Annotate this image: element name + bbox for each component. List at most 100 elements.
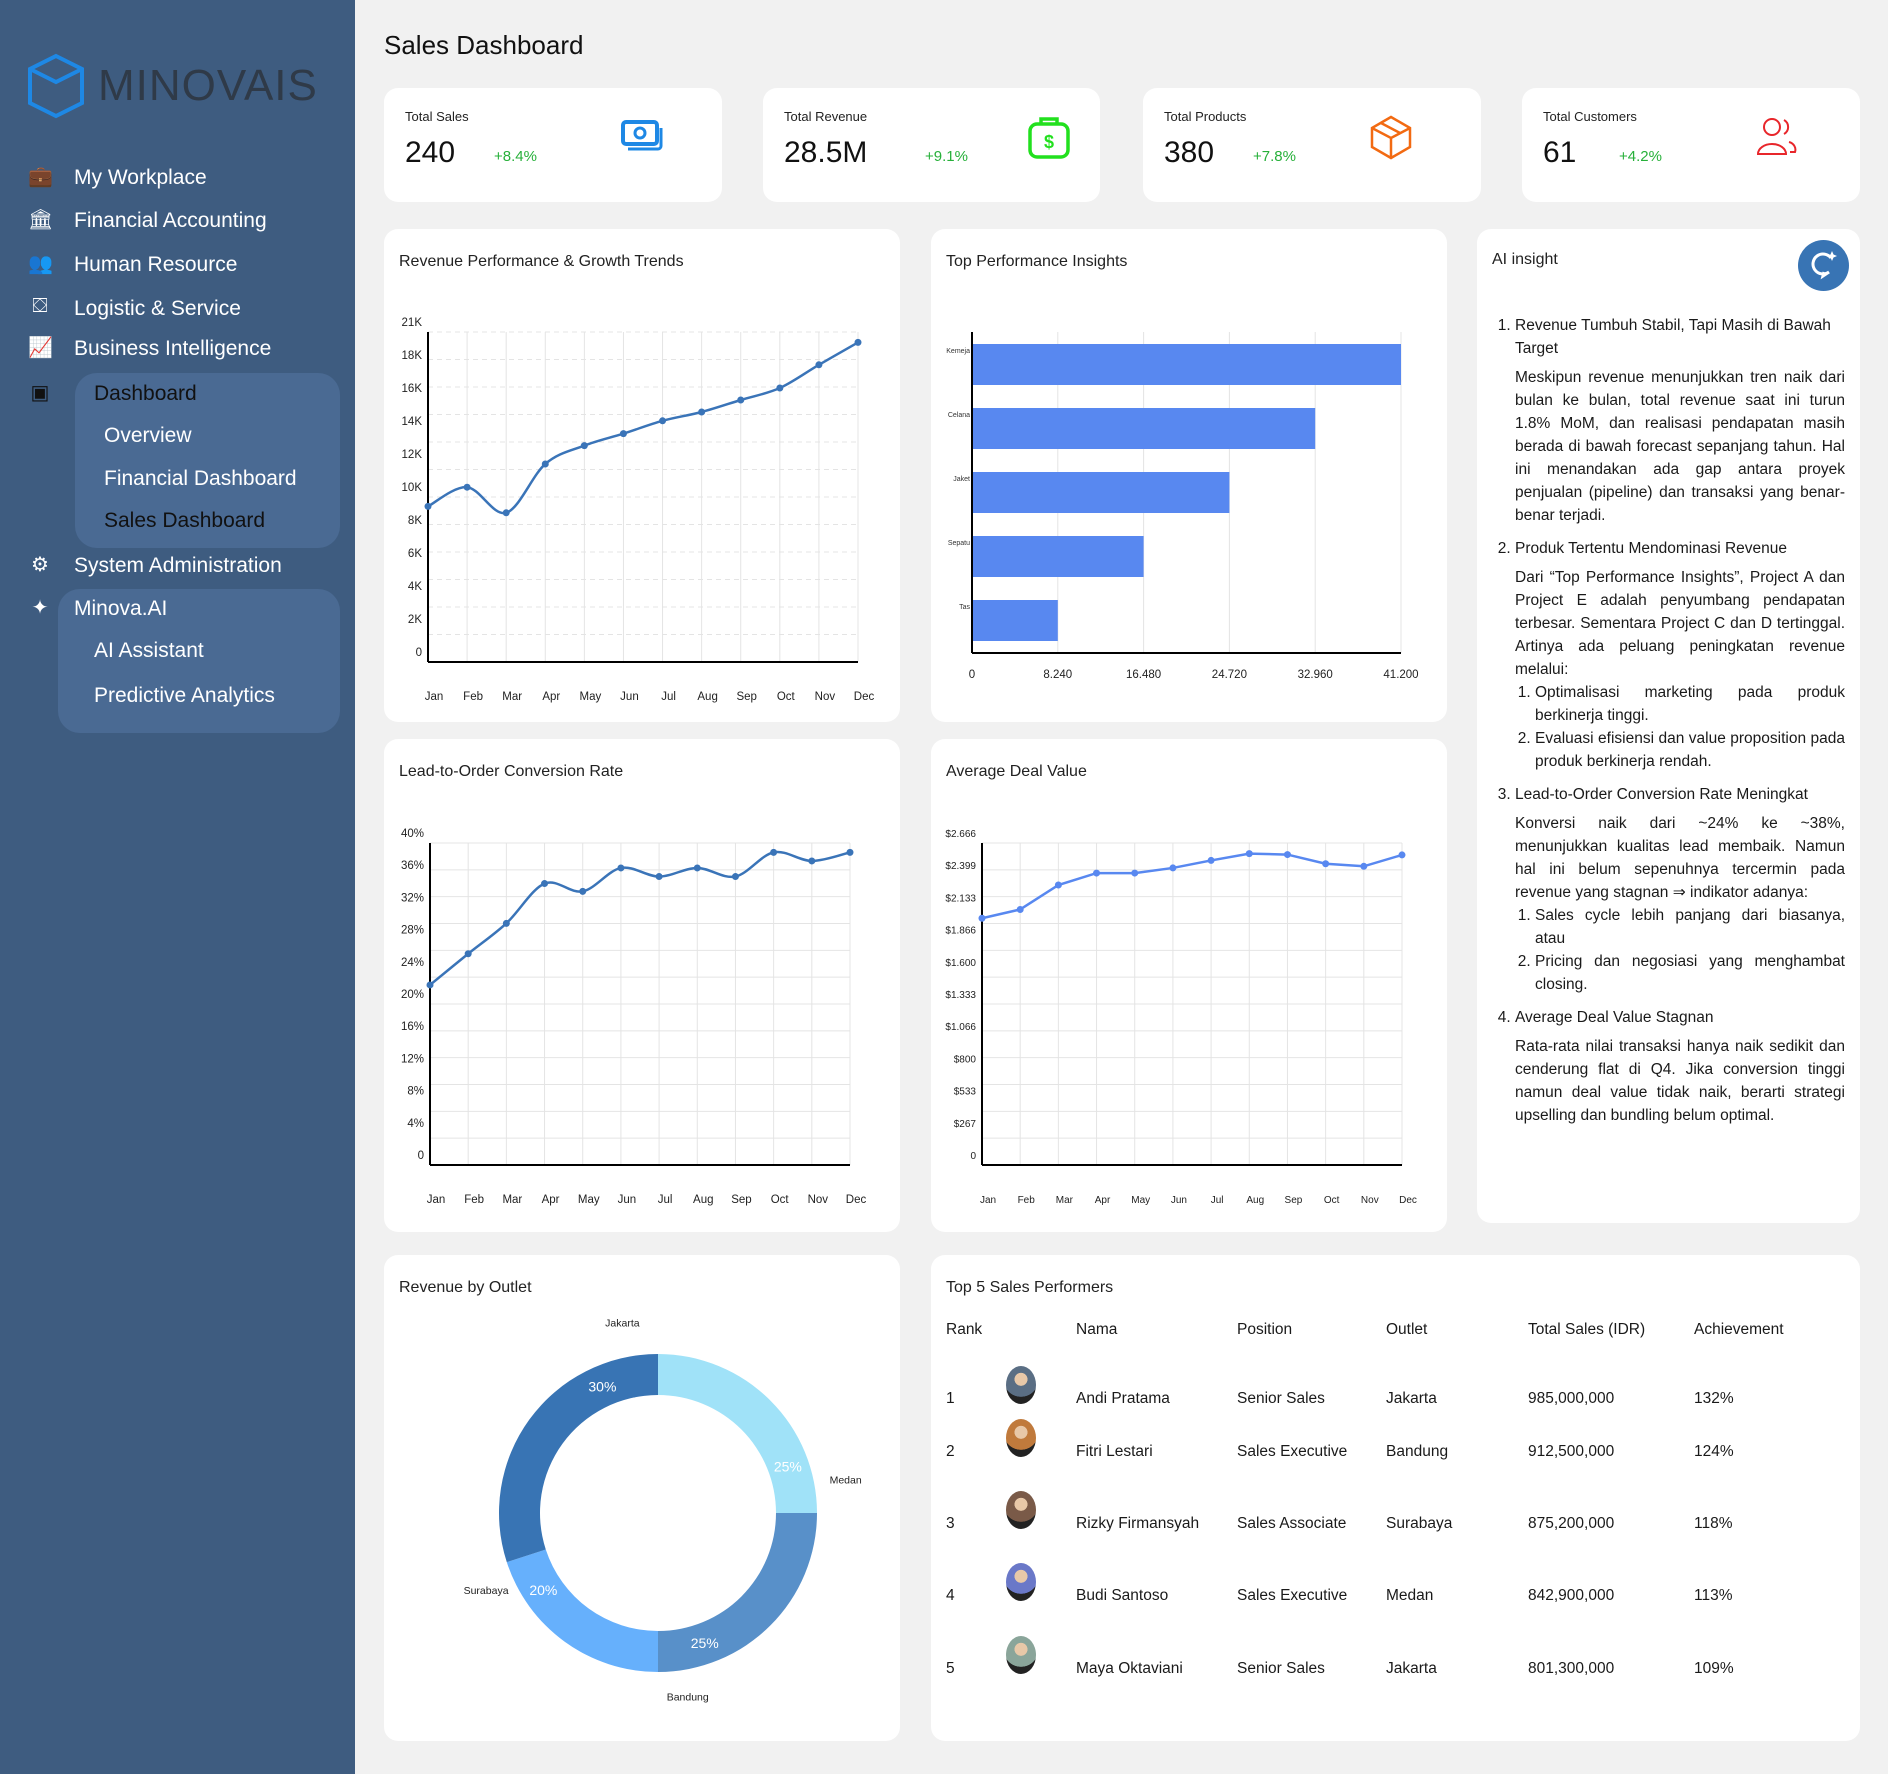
achievement-cell: 118% <box>1694 1515 1733 1532</box>
rank-cell: 5 <box>946 1660 955 1677</box>
column-header: Outlet <box>1386 1321 1428 1338</box>
ai-chat-button[interactable] <box>1798 240 1849 291</box>
ai-insight-point: Lead-to-Order Conversion Rate Meningkat K… <box>1515 783 1845 996</box>
outlet-cell: Surabaya <box>1386 1515 1453 1532</box>
y-tick-label: $1.333 <box>945 990 976 1001</box>
data-point <box>1207 856 1215 864</box>
bank-icon: 🏛 <box>28 209 54 231</box>
kpi-label: Total Sales <box>405 109 469 124</box>
ai-insight-list: Revenue Tumbuh Stabil, Tapi Masih di Baw… <box>1491 314 1845 1127</box>
x-tick-label: Sep <box>736 691 756 703</box>
x-tick-label: Apr <box>542 691 560 703</box>
sidebar-item-business-intelligence[interactable]: Business Intelligence <box>74 337 272 360</box>
sidebar-item-sales-dashboard[interactable]: Sales Dashboard <box>104 509 266 532</box>
x-tick-label: Mar <box>502 691 522 703</box>
data-point <box>655 873 663 881</box>
sidebar-item-system-administration[interactable]: System Administration <box>74 554 282 577</box>
x-tick-label: Aug <box>693 1194 713 1206</box>
position-cell: Senior Sales <box>1237 1390 1325 1407</box>
y-tick-label: 12% <box>401 1053 424 1065</box>
ai-insight-body: Revenue Tumbuh Stabil, Tapi Masih di Baw… <box>1491 314 1845 1137</box>
card-title: Revenue Performance & Growth Trends <box>399 253 684 270</box>
ai-insight-subpoint: Pricing dan negosiasi yang menghambat cl… <box>1535 950 1845 996</box>
data-point <box>424 502 432 510</box>
card-title: Revenue by Outlet <box>399 1279 532 1296</box>
x-tick-label: Jun <box>1171 1195 1187 1206</box>
sidebar-item-predictive-analytics[interactable]: Predictive Analytics <box>94 684 275 707</box>
x-tick-label: Oct <box>1324 1195 1340 1206</box>
sidebar-item-dashboard[interactable]: Dashboard <box>94 382 197 405</box>
y-tick-label: $267 <box>954 1119 977 1130</box>
outlet-cell: Jakarta <box>1386 1390 1437 1407</box>
dashboard-submenu <box>75 373 340 548</box>
achievement-cell: 124% <box>1694 1443 1734 1460</box>
data-point <box>815 361 823 369</box>
x-tick-label: Jun <box>618 1194 637 1206</box>
top-performance-card: Top Performance Insights 0 8.240 16.480 24.… <box>931 229 1447 722</box>
outlet-cell: Jakarta <box>1386 1660 1437 1677</box>
x-tick-label: 8.240 <box>1043 669 1072 681</box>
y-tick-label: 16K <box>402 383 423 395</box>
avatar <box>1006 1491 1036 1529</box>
cash-icon <box>621 120 663 151</box>
kpi-change: +4.2% <box>1619 148 1662 165</box>
y-tick-label: 4% <box>407 1118 424 1130</box>
ai-insight-point: Average Deal Value Stagnan Rata-rata nila… <box>1515 1006 1845 1127</box>
sidebar-item-my-workplace[interactable]: My Workplace <box>74 166 207 189</box>
y-tick-label: 21K <box>402 317 423 329</box>
brand-logo[interactable]: MINOVAIS <box>26 52 318 120</box>
y-tick-label: Jaket <box>953 476 970 483</box>
sidebar-item-logistic-service[interactable]: Logistic & Service <box>74 297 241 320</box>
data-point <box>463 483 471 491</box>
data-point <box>737 396 745 404</box>
data-point <box>1322 860 1330 868</box>
revenue-line-chart: Jan Feb Mar Apr May Jun Jul Aug Sep Oct Nov Dec 0 2K 4… <box>402 317 875 703</box>
sidebar-item-overview[interactable]: Overview <box>104 424 192 447</box>
y-tick-label: $1.066 <box>945 1022 976 1033</box>
x-tick-label: Jul <box>658 1194 673 1206</box>
x-tick-label: Mar <box>502 1194 522 1206</box>
revenue-by-outlet-donut: 25% Medan 25% Bandung 20% Surabaya 30% Jakarta <box>464 1317 862 1703</box>
cube-logo-icon <box>28 53 84 119</box>
kpi-label: Total Revenue <box>784 109 868 124</box>
y-tick-label: $2.399 <box>945 861 976 872</box>
data-point <box>464 950 472 958</box>
kpi-value: 380 <box>1164 136 1215 169</box>
brand-name: MINOVAIS <box>98 61 318 110</box>
users-icon <box>1756 118 1797 155</box>
sidebar-item-minova-ai[interactable]: Minova.AI <box>74 597 168 620</box>
sidebar-item-financial-dashboard[interactable]: Financial Dashboard <box>104 467 297 490</box>
slice-percent-label: 25% <box>691 1635 719 1651</box>
data-point <box>541 880 549 888</box>
revenue-by-outlet-card: Revenue by Outlet 25% Medan 25% Bandung 20% S… <box>384 1255 900 1741</box>
x-tick-label: Sep <box>731 1194 751 1206</box>
name-cell: Rizky Firmansyah <box>1076 1515 1200 1532</box>
rank-cell: 1 <box>946 1390 955 1407</box>
x-tick-label: 41.200 <box>1383 669 1418 681</box>
average-deal-value-card: Average Deal Value Jan Feb Mar Apr May Jun Jul… <box>931 739 1447 1232</box>
sidebar-item-financial-accounting[interactable]: Financial Accounting <box>74 209 267 232</box>
y-tick-label: 32% <box>401 892 424 904</box>
total-sales-cell: 912,500,000 <box>1528 1443 1615 1460</box>
y-tick-label: 0 <box>418 1150 424 1162</box>
card-title: Top Performance Insights <box>946 253 1128 270</box>
x-tick-label: Jan <box>425 691 444 703</box>
ai-insight-heading: Average Deal Value Stagnan <box>1515 1009 1714 1026</box>
ai-insight-point: Revenue Tumbuh Stabil, Tapi Masih di Baw… <box>1515 314 1845 527</box>
x-tick-label: Mar <box>1056 1195 1074 1206</box>
x-tick-label: 24.720 <box>1212 669 1247 681</box>
achievement-cell: 132% <box>1694 1390 1734 1407</box>
data-point <box>978 914 986 922</box>
y-tick-label: 20% <box>401 989 424 1001</box>
y-tick-label: 0 <box>970 1151 976 1162</box>
sidebar-item-human-resource[interactable]: Human Resource <box>74 253 238 276</box>
y-tick-label: $2.133 <box>945 893 976 904</box>
x-tick-label: Jul <box>661 691 676 703</box>
sidebar-item-ai-assistant[interactable]: AI Assistant <box>94 639 204 662</box>
y-tick-label: 24% <box>401 957 424 969</box>
y-tick-label: 28% <box>401 925 424 937</box>
kpi-value: 61 <box>1543 136 1577 169</box>
data-point <box>659 417 667 425</box>
y-tick-label: Celana <box>948 412 970 419</box>
avatar <box>1006 1563 1036 1601</box>
